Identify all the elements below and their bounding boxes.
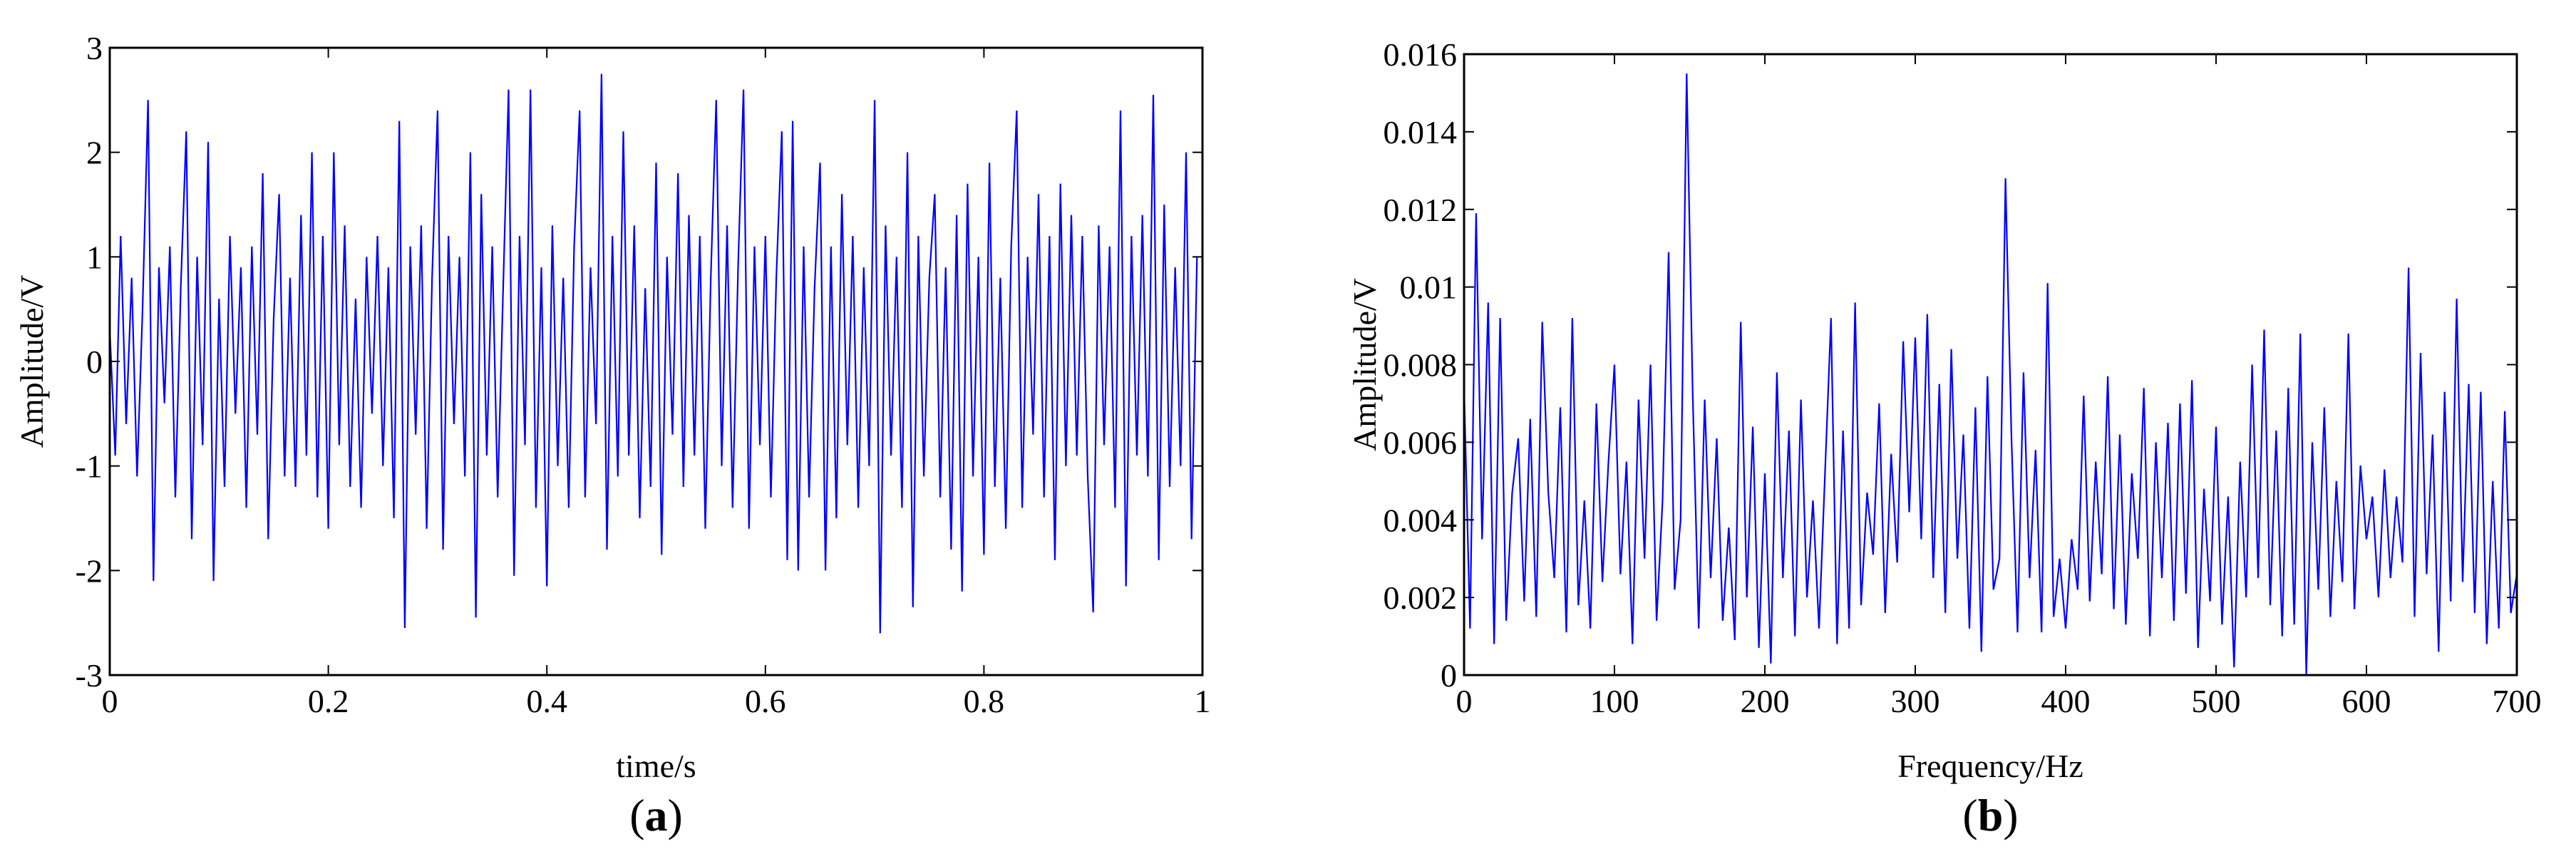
y-tick-label: 0.012 [1384,192,1458,228]
x-axis-label: Frequency/Hz [1897,748,2083,784]
y-tick-label: 0 [86,344,103,380]
y-tick-label: 0.006 [1384,424,1458,461]
y-axis-label: Amplitude/V [1346,278,1383,451]
y-tick-label: 0.01 [1400,269,1458,306]
y-tick-label: 0.016 [1384,36,1458,73]
panel-letter: a [645,790,668,840]
chart-panel-a: 0 0.2 0.4 0.6 0.8 1 -3 -2 -1 0 1 2 3 time/s Amplitude/… [14,30,1211,840]
y-tick-label: -3 [76,657,103,694]
paren-close: ) [668,790,683,840]
series-line [108,73,1198,634]
y-tick-label: 0 [1441,657,1457,694]
y-tick-label: 0.004 [1384,502,1458,538]
x-tick-label: 700 [2493,683,2542,719]
x-tick-label: 0.4 [526,683,567,719]
x-axis-label: time/s [616,748,696,784]
x-tick-label: 0.8 [964,683,1005,719]
x-tick-label: 0 [1456,683,1473,719]
axes-box [108,46,1204,677]
y-tick-label: 2 [86,135,103,171]
paren-open: ( [1962,790,1977,840]
axes-box [1463,53,2518,677]
x-tick-label: 1 [1195,683,1211,719]
y-tick-label: 3 [86,30,103,66]
panel-label: (a) [629,790,683,840]
x-tick-label: 200 [1741,683,1790,719]
paren-close: ) [2003,790,2018,840]
y-tick-label: 0.014 [1384,114,1458,150]
x-tick-label: 600 [2342,683,2391,719]
panel-label: (b) [1962,790,2018,840]
x-tick-label: 0.6 [745,683,786,719]
y-tick-label: -2 [76,552,103,589]
panel-letter: b [1978,790,2004,840]
x-tick-label: 100 [1590,683,1639,719]
y-tick-label: 1 [86,239,103,275]
x-tick-label: 300 [1891,683,1940,719]
y-tick-label: -1 [76,448,103,485]
y-tick-label: 0.002 [1384,580,1458,616]
x-tick-label: 0 [102,683,118,719]
x-tick-label: 500 [2192,683,2241,719]
series-line [1463,73,2518,676]
chart-panel-b: 0 100 200 300 400 500 600 700 0 0.002 0.004 0.006 0.… [1346,36,2542,840]
y-axis-label: Amplitude/V [14,275,50,448]
x-tick-label: 400 [2041,683,2091,719]
y-tick-label: 0.008 [1384,347,1458,384]
paren-open: ( [629,790,644,840]
x-tick-label: 0.2 [308,683,349,719]
